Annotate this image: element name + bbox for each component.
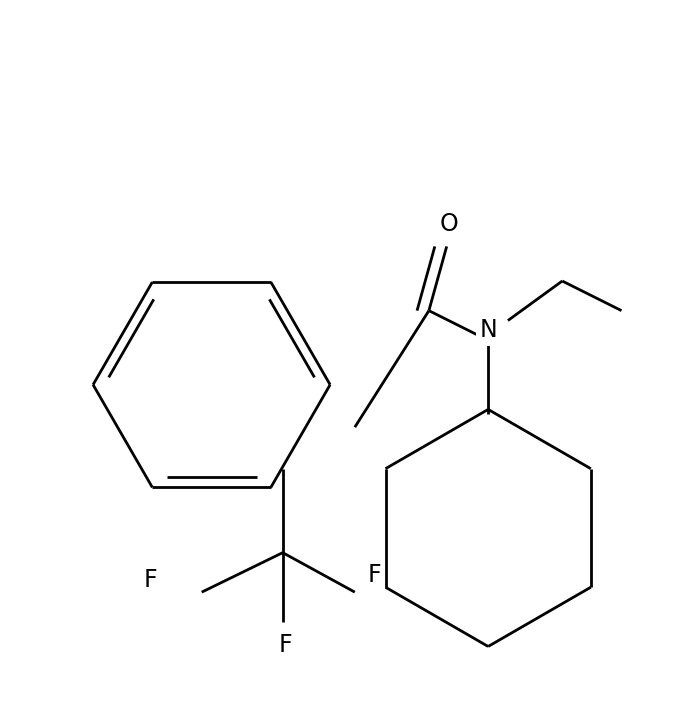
Text: F: F [368,563,381,587]
Text: O: O [439,212,458,236]
Text: F: F [279,632,292,657]
Text: F: F [143,568,157,592]
Text: N: N [479,318,497,342]
